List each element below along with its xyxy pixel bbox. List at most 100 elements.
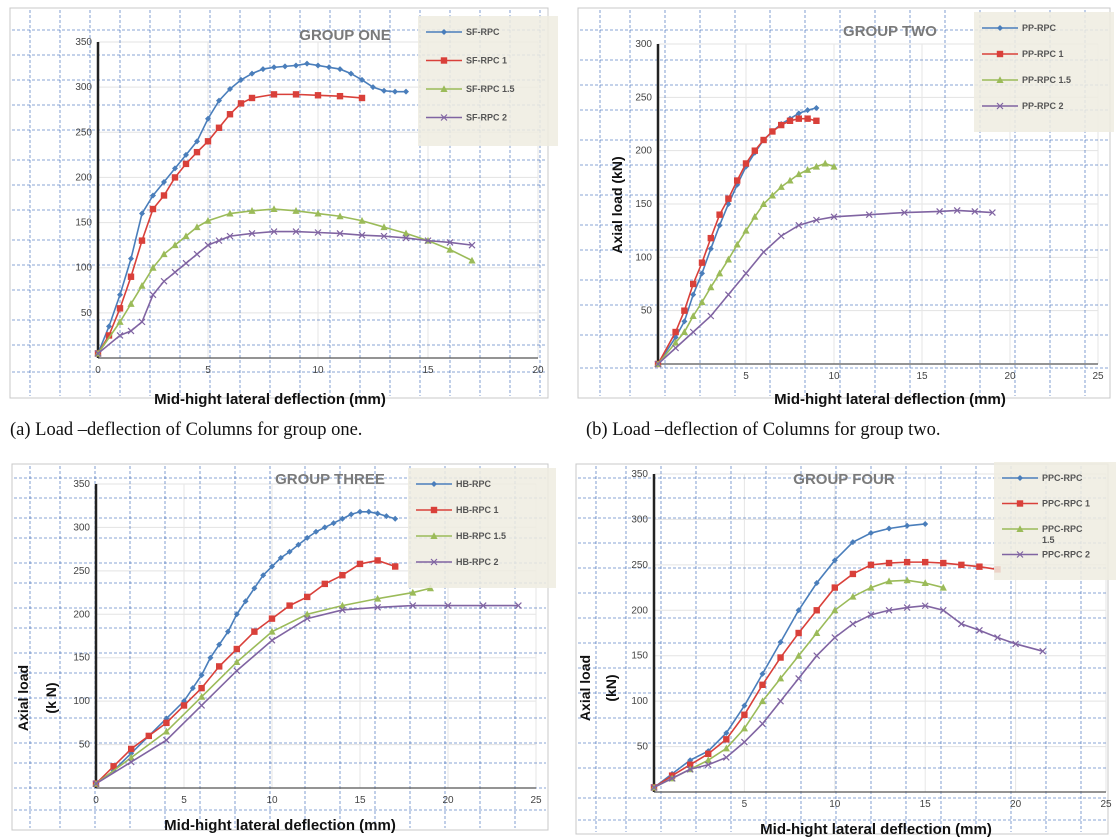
data-point — [238, 76, 244, 83]
data-point — [1039, 647, 1047, 655]
data-point — [248, 229, 256, 237]
data-point — [314, 229, 322, 236]
series-pp-rpc-1-5 — [654, 159, 838, 367]
legend-label: PP-RPC 1.5 — [1022, 75, 1071, 85]
data-point — [768, 191, 776, 199]
data-point — [374, 603, 382, 611]
x-tick-label: 5 — [205, 365, 211, 376]
data-point — [777, 697, 784, 705]
data-point — [740, 738, 748, 746]
data-point — [182, 160, 190, 168]
legend-label-sub: 1.5 — [1042, 535, 1055, 545]
chart-group-two: 50 100 150 200 250 300 5 10 15 20 25 GROUP TWO PP-RP… — [577, 7, 1114, 408]
data-point — [795, 607, 802, 614]
legend-marker — [997, 25, 1003, 31]
data-point — [286, 602, 293, 609]
y-tick-label: 50 — [81, 308, 93, 319]
data-point — [733, 240, 741, 248]
data-point — [849, 620, 857, 628]
data-point — [282, 63, 288, 70]
legend-marker — [1016, 551, 1024, 558]
data-point — [292, 228, 300, 236]
y-tick-label: 200 — [635, 146, 652, 157]
data-point — [742, 226, 750, 234]
data-point — [127, 327, 135, 335]
data-point — [446, 239, 454, 246]
data-point — [804, 107, 811, 114]
data-point — [813, 580, 820, 587]
data-point — [233, 658, 241, 666]
data-point — [722, 744, 730, 752]
series-hb-rpc-2 — [92, 602, 522, 788]
y-tick-label: 100 — [631, 696, 648, 707]
data-point — [292, 207, 300, 214]
data-point — [468, 256, 476, 264]
y-tick-label: 150 — [635, 199, 652, 210]
data-point — [886, 525, 893, 532]
data-point — [760, 200, 768, 207]
data-point — [160, 250, 168, 258]
series-line — [97, 208, 473, 354]
y-tick-label: 350 — [73, 479, 90, 490]
data-point — [958, 561, 965, 569]
y-tick-label: 50 — [641, 306, 653, 317]
data-point — [867, 583, 875, 591]
data-point — [227, 85, 233, 92]
data-point — [716, 269, 724, 277]
data-point — [795, 651, 803, 659]
series-ppc-rpc — [651, 520, 929, 791]
x-tick-label: 25 — [1092, 371, 1104, 382]
data-point — [171, 268, 179, 276]
data-point — [338, 606, 346, 614]
data-point — [707, 312, 715, 320]
data-point — [374, 557, 381, 564]
data-point — [149, 263, 157, 271]
data-point — [330, 520, 337, 527]
data-point — [268, 627, 276, 635]
legend-label: SF-RPC 2 — [466, 113, 507, 123]
data-point — [271, 64, 277, 71]
data-point — [204, 216, 212, 224]
legend-label: SF-RPC — [466, 27, 500, 37]
data-point — [698, 298, 706, 306]
y-tick-label: 100 — [73, 696, 90, 707]
data-point — [988, 209, 996, 216]
data-point — [804, 166, 812, 173]
x-axis-label: Mid-hight lateral deflection (mm) — [760, 821, 992, 838]
data-point — [650, 784, 658, 791]
x-tick-label: 0 — [93, 795, 99, 806]
data-point — [105, 332, 113, 339]
legend: HB-RPC HB-RPC 1 HB-RPC 1.5 HB-RPC 2 — [408, 468, 556, 588]
series-line — [653, 604, 1043, 789]
data-point — [249, 70, 255, 77]
data-point — [922, 520, 929, 527]
data-point — [374, 594, 382, 602]
data-point — [260, 66, 266, 73]
data-point — [831, 634, 839, 641]
x-tick-label: 20 — [1010, 799, 1022, 810]
series-hb-rpc-1-5 — [92, 584, 434, 787]
chart-title: GROUP FOUR — [793, 471, 895, 488]
x-tick-label: 5 — [742, 799, 748, 810]
y-tick-label: 200 — [75, 172, 92, 183]
data-point — [760, 248, 768, 256]
data-point — [251, 628, 258, 635]
data-point — [867, 561, 875, 569]
data-point — [795, 675, 803, 682]
data-point — [116, 305, 124, 312]
y-axis-label-unit: (kN) — [603, 674, 619, 701]
data-point — [189, 685, 196, 692]
data-point — [686, 761, 694, 768]
series-line — [97, 93, 363, 354]
data-point — [226, 209, 234, 217]
data-point — [138, 318, 146, 326]
data-point — [392, 563, 399, 570]
x-tick-label: 25 — [1100, 799, 1112, 810]
legend-marker — [440, 57, 448, 64]
data-point — [813, 652, 821, 660]
x-tick-label: 15 — [920, 799, 932, 810]
data-point — [680, 328, 688, 335]
data-point — [716, 222, 723, 229]
data-point — [270, 205, 278, 213]
data-point — [885, 606, 893, 614]
